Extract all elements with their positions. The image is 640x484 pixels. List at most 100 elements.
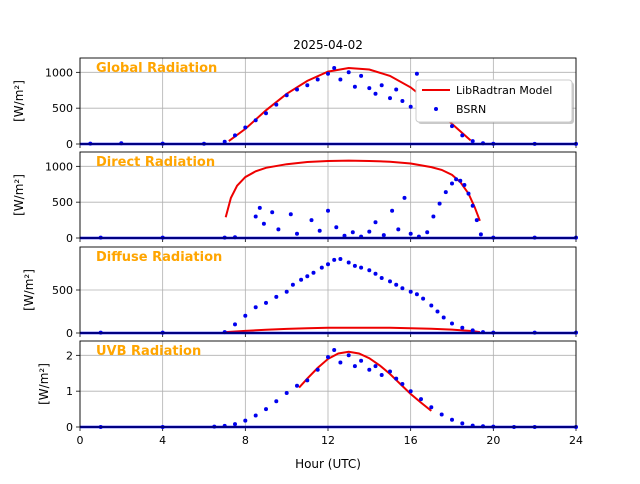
obs-point <box>388 96 392 101</box>
obs-point <box>460 325 465 330</box>
panel-label: UVB Radiation <box>96 344 201 359</box>
obs-point <box>359 358 364 363</box>
obs-point <box>253 118 258 123</box>
obs-point <box>396 227 401 232</box>
panel-frame <box>79 246 577 334</box>
obs-point <box>481 424 485 429</box>
legend-obs-label: BSRN <box>456 103 486 116</box>
obs-point <box>379 373 384 377</box>
obs-point <box>284 93 289 98</box>
obs-point <box>233 133 237 138</box>
panel-3: 012 UVB Radiation[W/m²]0 4 8 12 16 20 24 <box>37 340 583 447</box>
obs-point <box>326 208 330 213</box>
obs-point <box>264 300 268 305</box>
obs-point <box>408 389 413 394</box>
obs-point <box>326 262 330 267</box>
obs-point <box>460 133 465 138</box>
x-tick-label: 20 <box>486 434 500 447</box>
obs-point <box>305 274 310 279</box>
obs-point <box>478 232 483 237</box>
obs-point <box>222 139 227 144</box>
obs-point <box>311 270 316 275</box>
obs-point <box>400 382 405 386</box>
obs-point <box>253 214 258 219</box>
obs-point <box>408 104 413 109</box>
obs-point <box>319 265 324 270</box>
obs-point <box>346 70 351 75</box>
obs-point <box>274 399 279 404</box>
obs-point <box>462 183 467 187</box>
obs-point <box>394 376 399 381</box>
obs-point <box>439 412 444 417</box>
obs-point <box>425 230 430 235</box>
obs-point <box>367 367 372 372</box>
obs-point <box>233 322 237 327</box>
obs-point <box>379 276 384 280</box>
obs-point <box>470 328 475 333</box>
obs-point <box>338 77 343 82</box>
obs-point <box>288 212 293 217</box>
obs-point <box>408 231 413 236</box>
x-tick-label: 8 <box>242 434 249 447</box>
obs-point <box>350 230 355 235</box>
legend-model-label: LibRadtran Model <box>456 84 552 97</box>
obs-point <box>466 191 471 196</box>
obs-point <box>264 407 268 412</box>
obs-point <box>338 360 343 365</box>
obs-point <box>332 66 337 70</box>
obs-point <box>373 220 378 225</box>
obs-point <box>326 71 330 76</box>
obs-point <box>450 124 454 129</box>
obs-point <box>332 348 337 352</box>
obs-point <box>284 391 289 395</box>
panel-frame <box>79 57 577 145</box>
obs-point <box>342 233 347 238</box>
y-tick-label: 500 <box>52 284 73 297</box>
obs-point <box>253 413 258 418</box>
obs-point <box>481 330 485 335</box>
panel-frame <box>79 340 577 428</box>
obs-point <box>414 71 419 76</box>
model-line <box>225 326 481 334</box>
obs-point <box>481 141 485 146</box>
y-axis-label: [W/m²] <box>37 363 51 405</box>
obs-point <box>400 99 405 103</box>
obs-point <box>299 277 304 282</box>
obs-point <box>274 102 279 107</box>
obs-point <box>381 233 386 238</box>
obs-point <box>431 214 436 219</box>
obs-point <box>338 257 343 261</box>
obs-point <box>373 271 378 276</box>
x-tick-label: 4 <box>159 434 166 447</box>
y-tick-label: 1 <box>66 385 73 398</box>
y-axis-label: [W/m²] <box>12 80 26 122</box>
obs-point <box>222 330 227 335</box>
obs-point <box>315 367 320 372</box>
panel-1: 0 500 1000 Direct Radiation [W/m²] <box>12 151 578 245</box>
obs-point <box>290 282 295 287</box>
obs-point <box>400 286 405 291</box>
obs-point <box>435 309 440 314</box>
y-tick-label: 500 <box>52 196 73 209</box>
obs-point <box>419 397 423 402</box>
obs-point <box>295 383 299 388</box>
obs-point <box>326 355 330 360</box>
obs-point <box>305 83 310 88</box>
obs-point <box>253 305 258 310</box>
obs-point <box>346 353 351 358</box>
chart-title: 2025-04-02 <box>293 38 363 52</box>
panel-label: Global Radiation <box>96 61 217 76</box>
obs-point <box>460 421 465 426</box>
y-tick-label: 0 <box>66 232 73 245</box>
x-tick-label: 16 <box>404 434 418 447</box>
obs-point <box>367 86 372 91</box>
obs-point <box>414 292 419 297</box>
obs-point <box>274 294 279 299</box>
obs-point <box>450 181 454 186</box>
obs-point <box>352 263 357 268</box>
y-tick-label: 1000 <box>45 66 73 79</box>
obs-point <box>359 265 364 270</box>
obs-point <box>332 257 337 262</box>
